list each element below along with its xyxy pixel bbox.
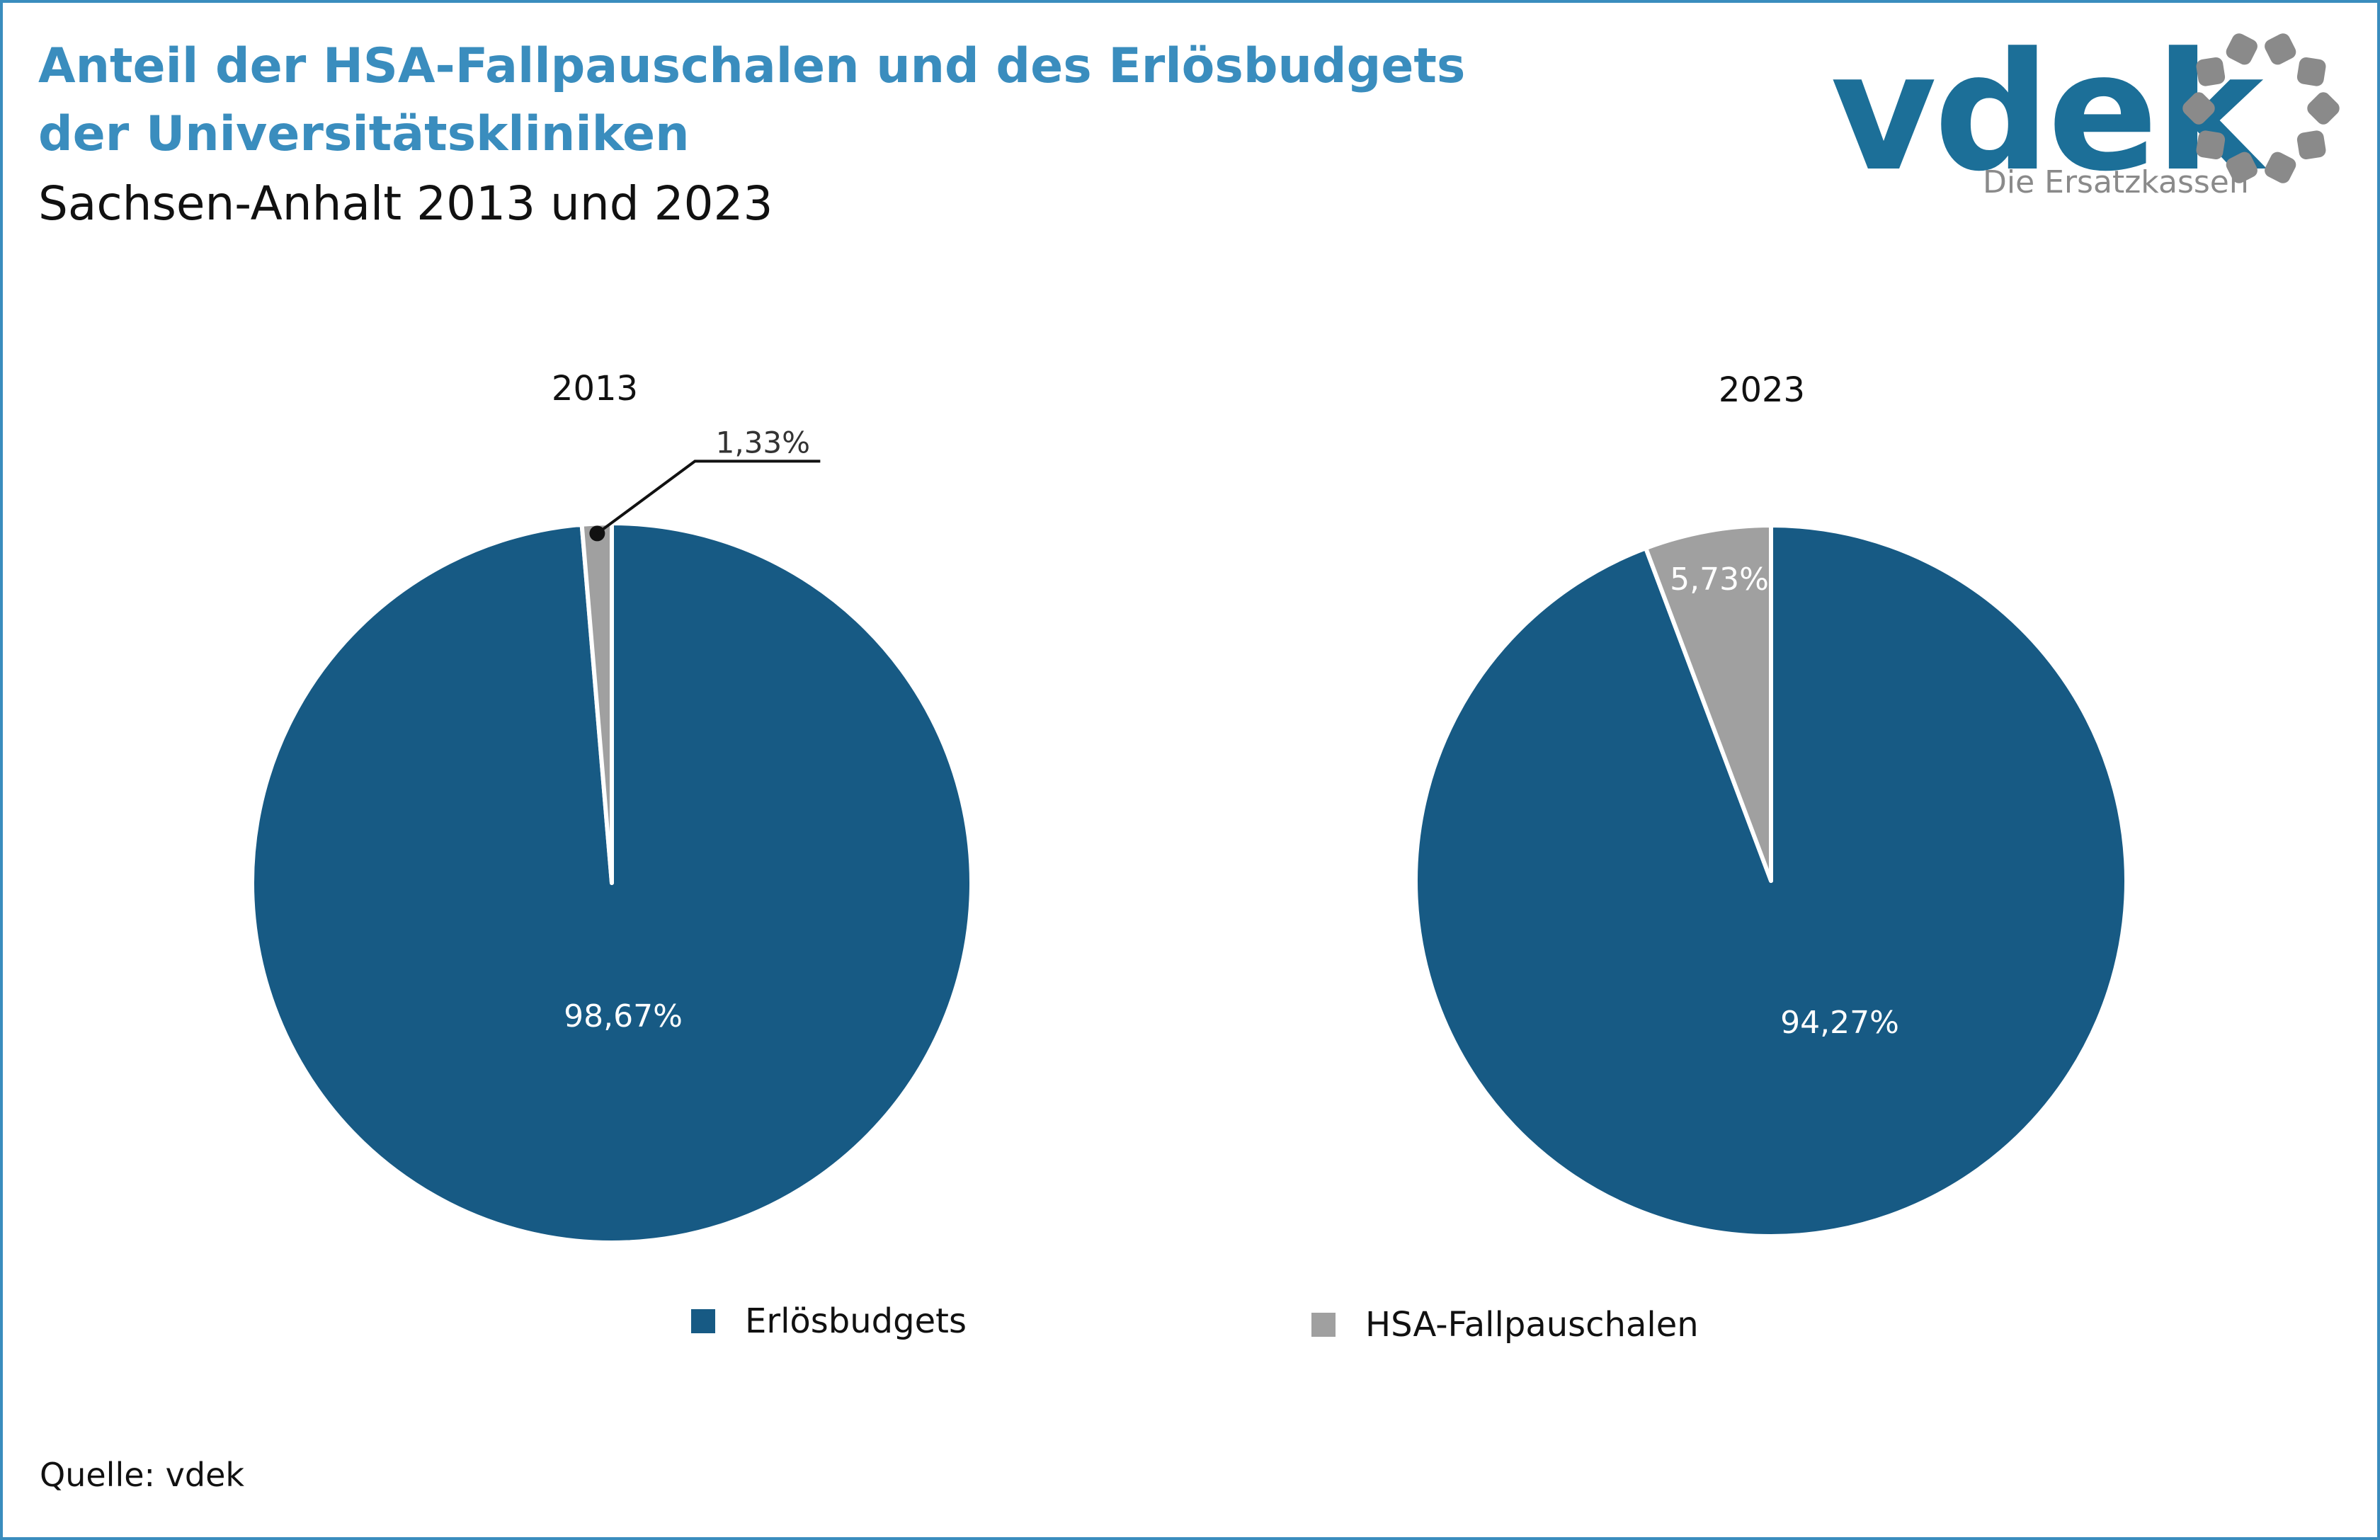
logo-dot — [2296, 57, 2326, 86]
legend-label-hsa: HSA-Fallpauschalen — [1365, 1305, 1699, 1345]
vdek-logo-tagline: Die Ersatzkassen — [1983, 164, 2249, 200]
chart-subtitle: Sachsen-Anhalt 2013 und 2023 — [38, 176, 773, 231]
title-line-2: der Universitätskliniken — [38, 106, 690, 162]
logo-dot — [2307, 92, 2340, 125]
data-label-hsa: 5,73% — [1670, 561, 1769, 598]
title-line-1: Anteil der HSA-Fallpauschalen und des Er… — [38, 38, 1466, 94]
logo-dot — [2182, 92, 2215, 125]
dotted-ring-icon — [2182, 33, 2340, 183]
leader-line — [596, 460, 821, 535]
logo-dot — [2265, 152, 2296, 183]
chart-title: Anteil der HSA-Fallpauschalen und des Er… — [38, 33, 1465, 169]
logo-dot — [2226, 33, 2257, 65]
logo-dot — [2226, 152, 2257, 183]
pie-chart-2023: 2023 94,27% 5,73% — [1413, 370, 2129, 1238]
legend-swatch-erloesbudgets — [691, 1309, 715, 1333]
data-label-erloesbudgets: 98,67% — [564, 998, 683, 1034]
legend-label-erloesbudgets: Erlösbudgets — [745, 1301, 967, 1341]
pie-title-2023: 2023 — [1719, 370, 1805, 410]
legend-item-hsa: HSA-Fallpauschalen — [1311, 1305, 1699, 1345]
logo-dot — [2196, 130, 2226, 160]
logo-dot — [2196, 57, 2226, 86]
legend-item-erloesbudgets: Erlösbudgets — [691, 1301, 967, 1341]
logo-dot — [2265, 33, 2296, 65]
source-note: Quelle: vdek — [40, 1456, 245, 1494]
pie-chart-2013: 2013 98,67% 1,33% — [250, 369, 974, 1245]
data-label-erloesbudgets: 94,27% — [1780, 1005, 1899, 1041]
legend-swatch-hsa — [1311, 1313, 1336, 1337]
pie-title-2013: 2013 — [552, 369, 638, 409]
data-label-hsa: 1,33% — [716, 425, 810, 460]
logo-dot — [2296, 130, 2326, 160]
pie-slice-hsa — [1644, 523, 1773, 883]
